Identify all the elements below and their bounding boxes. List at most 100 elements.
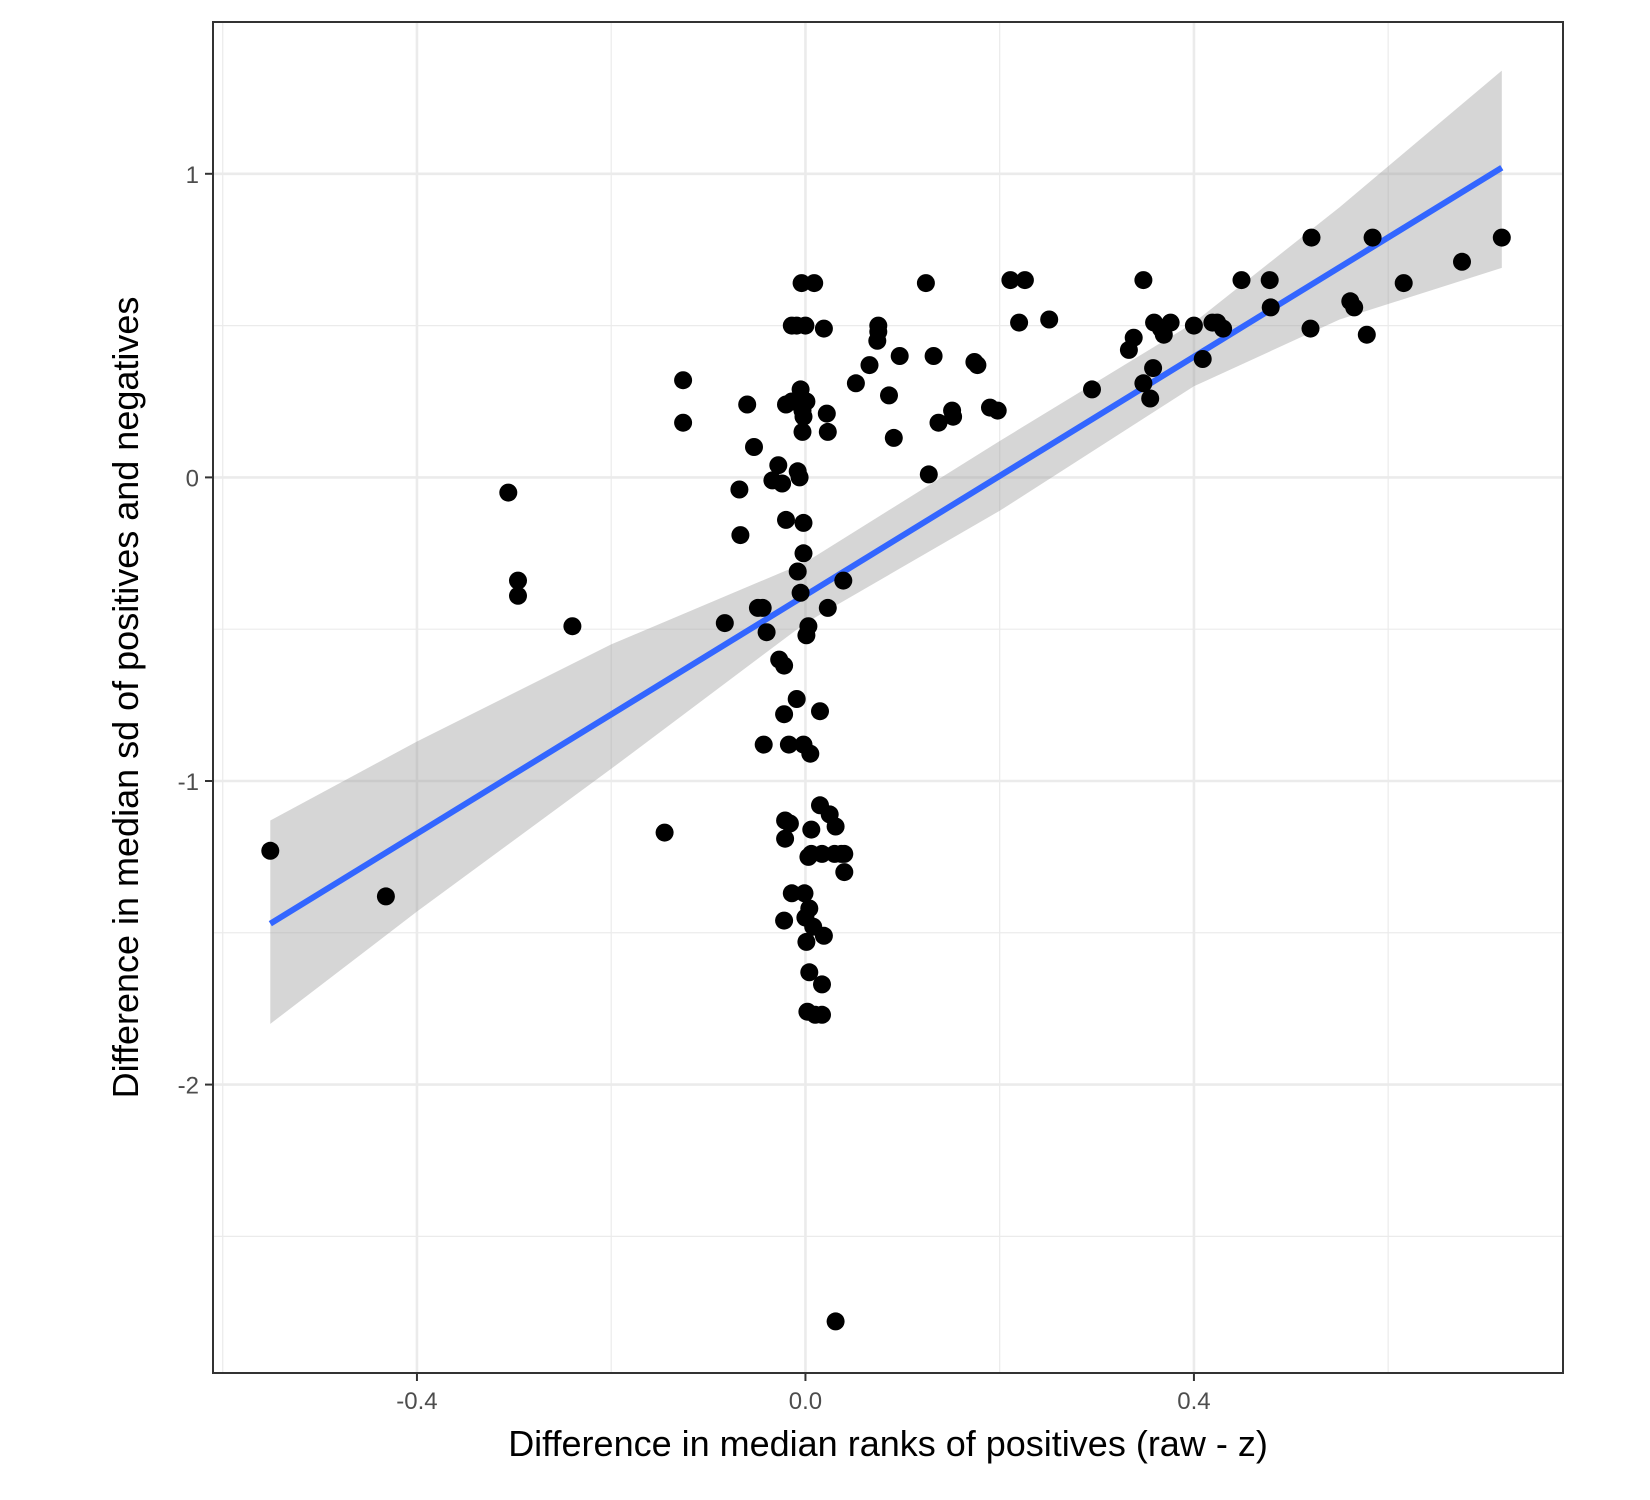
- data-point: [1232, 271, 1251, 290]
- data-point: [1301, 319, 1320, 338]
- data-point: [787, 690, 806, 708]
- data-point: [1214, 319, 1233, 338]
- data-point: [1083, 380, 1101, 399]
- y-tick-label: -1: [178, 769, 199, 796]
- data-point: [846, 374, 865, 393]
- data-point: [775, 911, 794, 930]
- data-point: [1134, 374, 1153, 393]
- data-point: [261, 841, 280, 860]
- data-point: [1141, 389, 1160, 408]
- y-axis-title: Difference in median sd of positives and…: [105, 297, 146, 1099]
- data-point: [1302, 228, 1321, 247]
- data-point: [376, 887, 395, 906]
- data-point: [674, 413, 693, 432]
- data-point: [880, 386, 898, 405]
- data-point: [797, 932, 816, 951]
- data-point: [1184, 316, 1203, 335]
- data-point: [1001, 271, 1020, 290]
- data-point: [1015, 271, 1034, 290]
- data-point: [775, 656, 794, 675]
- data-point: [814, 926, 833, 945]
- data-point: [796, 316, 815, 335]
- data-point: [777, 510, 795, 529]
- data-point: [1260, 271, 1279, 290]
- data-point: [919, 465, 938, 484]
- data-point: [731, 526, 750, 545]
- data-point: [860, 356, 879, 375]
- data-point: [817, 404, 836, 423]
- data-point: [805, 274, 824, 293]
- y-tick-label: -2: [178, 1073, 199, 1100]
- data-point: [779, 735, 798, 754]
- regression-line-layer: [268, 165, 1504, 927]
- data-point: [775, 705, 794, 724]
- data-point: [890, 347, 909, 365]
- data-point: [1261, 298, 1280, 317]
- data-point: [794, 407, 813, 426]
- data-point: [757, 623, 776, 642]
- data-point: [813, 844, 831, 863]
- data-points: [261, 228, 1511, 1331]
- data-point: [797, 392, 816, 411]
- data-point: [1134, 271, 1153, 290]
- data-point: [499, 483, 518, 502]
- data-point: [1357, 325, 1376, 344]
- data-point: [924, 347, 943, 365]
- data-point: [782, 884, 801, 903]
- x-axis-title: Difference in median ranks of positives …: [508, 1423, 1268, 1464]
- data-point: [800, 963, 819, 982]
- grid: [213, 22, 1563, 1373]
- data-point: [818, 422, 837, 441]
- data-point: [509, 586, 527, 605]
- data-point: [869, 322, 888, 341]
- y-axis-ticks: -2 -1 0 1: [178, 162, 213, 1100]
- data-point: [745, 438, 763, 456]
- x-tick-label: 0.0: [789, 1388, 822, 1415]
- data-point: [563, 617, 582, 636]
- data-point: [814, 319, 833, 338]
- data-point: [916, 274, 935, 293]
- data-point: [792, 274, 811, 293]
- data-point: [790, 468, 809, 487]
- data-point: [769, 456, 788, 475]
- data-point: [753, 598, 772, 617]
- panel-border: [212, 21, 1564, 1374]
- data-point: [1040, 310, 1059, 329]
- data-point: [1363, 228, 1382, 247]
- data-point: [1193, 350, 1212, 368]
- data-point: [835, 844, 854, 863]
- data-point: [754, 735, 773, 754]
- data-point: [788, 562, 807, 581]
- data-point: [1394, 274, 1413, 293]
- data-point: [776, 829, 795, 848]
- y-tick-label: 0: [186, 465, 199, 492]
- data-point: [1010, 313, 1029, 332]
- data-point: [738, 395, 757, 414]
- data-point: [509, 571, 527, 590]
- data-point: [813, 1005, 831, 1024]
- data-point: [944, 407, 963, 426]
- y-tick-label: 1: [186, 162, 199, 189]
- data-point: [730, 480, 749, 499]
- data-point: [799, 617, 818, 636]
- x-tick-label: 0.4: [1177, 1388, 1210, 1415]
- data-point: [813, 975, 831, 994]
- data-point: [929, 413, 948, 432]
- data-point: [1345, 298, 1364, 317]
- data-point: [801, 744, 820, 763]
- data-point: [818, 598, 837, 617]
- data-point: [674, 371, 693, 390]
- data-point: [988, 401, 1007, 420]
- data-point: [1453, 252, 1471, 271]
- data-point: [834, 571, 853, 590]
- x-axis-ticks: -0.4 0.0 0.4: [396, 1373, 1211, 1415]
- data-point: [811, 702, 829, 721]
- data-point: [1161, 313, 1180, 332]
- data-point: [715, 614, 734, 633]
- data-point: [795, 884, 814, 903]
- data-point: [794, 513, 813, 532]
- data-point: [773, 474, 792, 493]
- data-point: [1124, 328, 1143, 347]
- data-point: [968, 356, 987, 375]
